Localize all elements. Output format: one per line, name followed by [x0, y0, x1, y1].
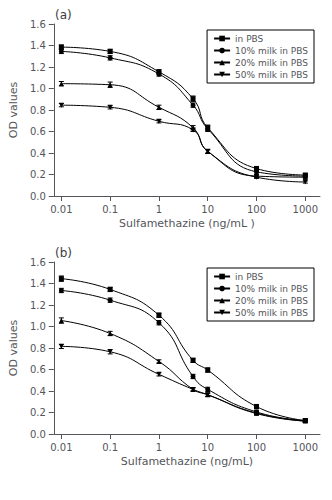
svg-text:0.01: 0.01: [50, 442, 72, 453]
svg-text:1000: 1000: [293, 442, 318, 453]
svg-text:100: 100: [247, 442, 266, 453]
svg-text:OD values: OD values: [7, 82, 20, 139]
svg-text:20% milk in PBS: 20% milk in PBS: [235, 58, 308, 68]
svg-text:10: 10: [201, 204, 214, 215]
svg-text:1.0: 1.0: [30, 83, 46, 94]
svg-text:0.1: 0.1: [102, 204, 118, 215]
svg-text:1.4: 1.4: [30, 40, 46, 51]
svg-text:0.2: 0.2: [30, 407, 46, 418]
svg-text:1: 1: [156, 442, 162, 453]
svg-text:1: 1: [156, 204, 162, 215]
svg-text:50% milk in PBS: 50% milk in PBS: [235, 308, 308, 318]
svg-text:0.4: 0.4: [30, 386, 46, 397]
svg-text:Sulfamethazine (ng/mL): Sulfamethazine (ng/mL): [121, 455, 253, 468]
svg-text:0.4: 0.4: [30, 148, 46, 159]
svg-text:OD values: OD values: [7, 320, 20, 377]
svg-text:100: 100: [247, 204, 266, 215]
svg-text:1.2: 1.2: [30, 300, 46, 311]
svg-text:1.2: 1.2: [30, 62, 46, 73]
svg-text:(b): (b): [55, 246, 72, 260]
svg-text:1000: 1000: [293, 204, 318, 215]
svg-text:0.01: 0.01: [50, 204, 72, 215]
svg-text:20% milk in PBS: 20% milk in PBS: [235, 296, 308, 306]
svg-text:10: 10: [201, 442, 214, 453]
svg-text:Sulfamethazine (ng/mL ): Sulfamethazine (ng/mL ): [119, 217, 255, 230]
svg-text:0.0: 0.0: [30, 191, 46, 202]
svg-text:10% milk in PBS: 10% milk in PBS: [235, 284, 308, 294]
svg-text:10% milk in PBS: 10% milk in PBS: [235, 46, 308, 56]
svg-text:1.0: 1.0: [30, 321, 46, 332]
svg-text:(a): (a): [55, 8, 72, 22]
svg-text:1.4: 1.4: [30, 278, 46, 289]
svg-text:0.8: 0.8: [30, 343, 46, 354]
svg-text:1.6: 1.6: [30, 257, 46, 268]
svg-text:0.1: 0.1: [102, 442, 118, 453]
svg-text:50% milk in PBS: 50% milk in PBS: [235, 70, 308, 80]
svg-text:1.6: 1.6: [30, 19, 46, 30]
svg-text:0.6: 0.6: [30, 364, 46, 375]
svg-text:in PBS: in PBS: [235, 272, 264, 282]
svg-text:0.2: 0.2: [30, 169, 46, 180]
svg-text:0.8: 0.8: [30, 105, 46, 116]
svg-text:in PBS: in PBS: [235, 34, 264, 44]
svg-text:0.0: 0.0: [30, 429, 46, 440]
svg-text:0.6: 0.6: [30, 126, 46, 137]
